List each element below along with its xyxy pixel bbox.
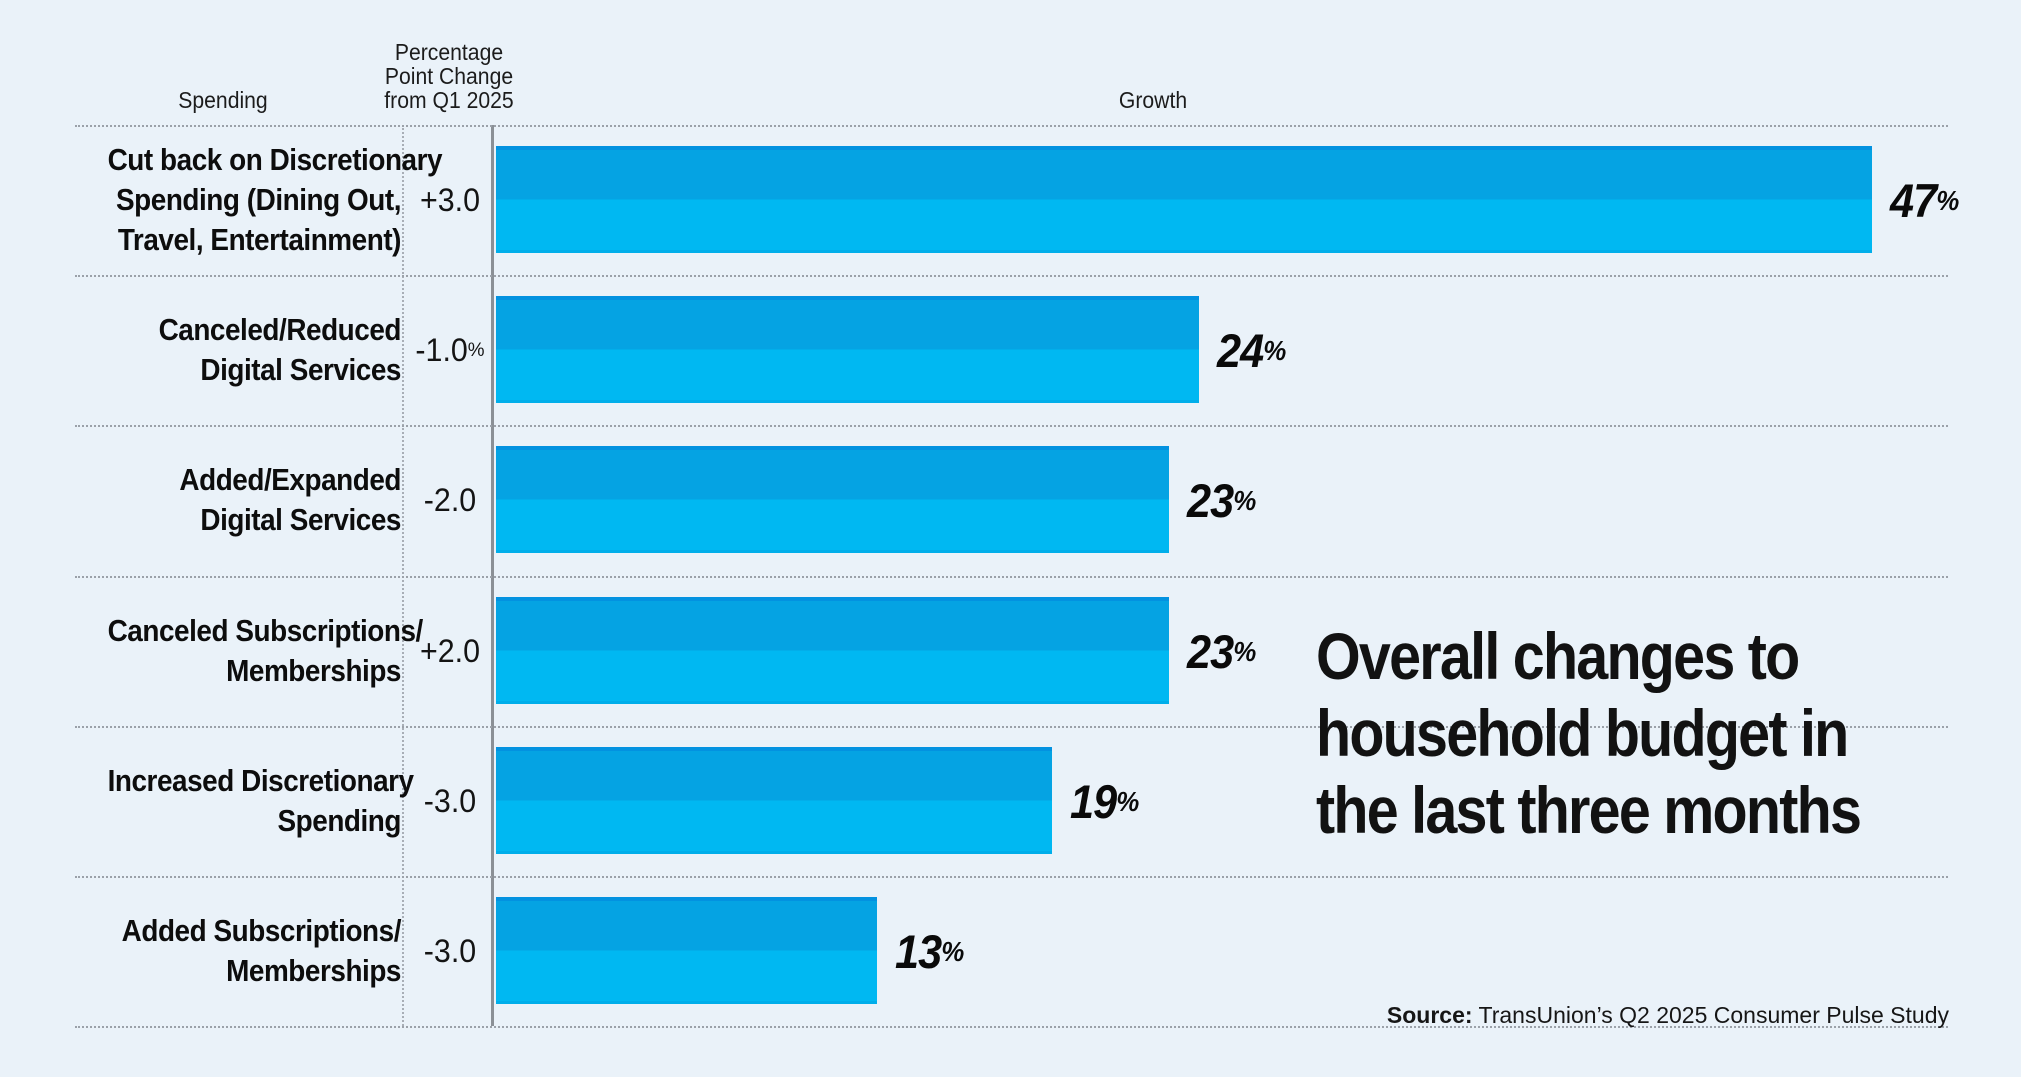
chart-title: Overall changes to household budget in the… — [1316, 619, 1862, 847]
dotted-separator-line — [75, 125, 1948, 127]
chart-row: Increased Discretionary Spending -3.0 19% — [0, 726, 2021, 876]
column-header-pct-change: Percentage Point Change from Q1 2025 — [384, 39, 514, 113]
chart-row: Added/Expanded Digital Services -2.0 23% — [0, 425, 2021, 575]
bar-baseline-axis — [491, 125, 494, 1026]
dotted-separator-line — [75, 1026, 1948, 1028]
growth-bar — [496, 897, 877, 1004]
chart-row: Cut back on Discretionary Spending (Dinin… — [0, 125, 2021, 275]
chart-row: Canceled/Reduced Digital Services -1.0% 2… — [0, 275, 2021, 425]
pct-point-change-value: +3.0 — [419, 181, 480, 218]
pct-point-change-value: -3.0 — [423, 782, 477, 819]
category-label: Added Subscriptions/Memberships — [121, 913, 402, 988]
column-header-growth: Growth — [1118, 87, 1188, 113]
category-label: Cut back on Discretionary Spending (Dinin… — [107, 142, 443, 257]
percent-sign: % — [467, 338, 485, 361]
growth-bar — [496, 146, 1872, 253]
percent-sign: % — [1263, 333, 1286, 366]
pct-point-change-value: -1.0% — [415, 331, 485, 368]
category-label: Added/Expanded Digital Services — [179, 462, 401, 537]
percent-sign: % — [1233, 483, 1256, 516]
chart-row: Added Subscriptions/Memberships -3.0 13% — [0, 876, 2021, 1026]
pct-point-change-value: -3.0 — [423, 932, 477, 969]
percent-sign: % — [941, 934, 964, 967]
category-label: Canceled/Reduced Digital Services — [158, 312, 402, 387]
growth-value-label: 23% — [1187, 473, 1256, 527]
pct-point-change-value: -2.0 — [423, 481, 477, 518]
percent-sign: % — [1233, 634, 1256, 667]
growth-bar — [496, 597, 1169, 704]
growth-value-label: 13% — [895, 924, 964, 978]
dotted-separator-line — [75, 576, 1948, 578]
dotted-separator-line — [75, 275, 1948, 277]
column-divider-dotted-line — [402, 125, 404, 1026]
growth-value-label: 47% — [1890, 173, 1959, 227]
source-text: TransUnion’s Q2 2025 Consumer Pulse Stud… — [1478, 1002, 1949, 1028]
dotted-separator-line — [75, 726, 1948, 728]
percent-sign: % — [1936, 183, 1959, 216]
chart-row: Canceled Subscriptions/Memberships +2.0 … — [0, 576, 2021, 726]
source-label: Source: — [1386, 1002, 1473, 1028]
dotted-separator-line — [75, 876, 1948, 878]
dotted-separator-line — [75, 425, 1948, 427]
growth-bar — [496, 747, 1052, 854]
percent-sign: % — [1116, 784, 1139, 817]
growth-bar — [496, 446, 1169, 553]
category-label: Increased Discretionary Spending — [107, 763, 414, 838]
growth-bar — [496, 296, 1199, 403]
column-header-spending: Spending — [178, 87, 268, 113]
source-note: Source: TransUnion’s Q2 2025 Consumer Pu… — [1387, 1002, 1949, 1029]
growth-value-label: 24% — [1217, 323, 1286, 377]
growth-value-label: 23% — [1187, 624, 1256, 678]
pct-point-change-value: +2.0 — [419, 632, 480, 669]
category-label: Canceled Subscriptions/Memberships — [107, 613, 424, 688]
growth-value-label: 19% — [1070, 774, 1139, 828]
